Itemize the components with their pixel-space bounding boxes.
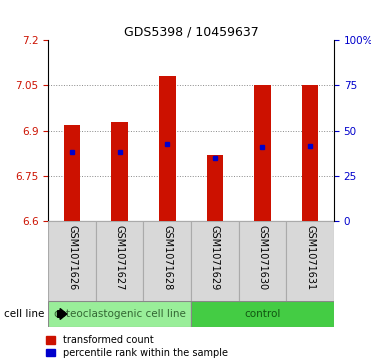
- Text: GSM1071626: GSM1071626: [67, 225, 77, 291]
- Text: GSM1071630: GSM1071630: [257, 225, 267, 290]
- Text: control: control: [244, 309, 281, 319]
- Text: GSM1071627: GSM1071627: [115, 225, 125, 291]
- Bar: [191, 301, 334, 327]
- Bar: [286, 221, 334, 301]
- FancyArrow shape: [58, 309, 67, 319]
- Title: GDS5398 / 10459637: GDS5398 / 10459637: [124, 26, 259, 39]
- Bar: [239, 221, 286, 301]
- Text: GSM1071629: GSM1071629: [210, 225, 220, 291]
- Bar: [254, 85, 271, 221]
- Text: cell line: cell line: [4, 309, 44, 319]
- Text: GSM1071628: GSM1071628: [162, 225, 172, 291]
- Bar: [159, 76, 175, 221]
- Bar: [302, 85, 318, 221]
- Text: osteoclastogenic cell line: osteoclastogenic cell line: [54, 309, 185, 319]
- Bar: [48, 221, 96, 301]
- Bar: [191, 221, 239, 301]
- Text: GSM1071631: GSM1071631: [305, 225, 315, 290]
- Bar: [64, 125, 81, 221]
- Bar: [111, 122, 128, 221]
- Bar: [144, 221, 191, 301]
- Bar: [96, 221, 144, 301]
- Legend: transformed count, percentile rank within the sample: transformed count, percentile rank withi…: [46, 335, 228, 358]
- Bar: [207, 155, 223, 221]
- Bar: [48, 301, 191, 327]
